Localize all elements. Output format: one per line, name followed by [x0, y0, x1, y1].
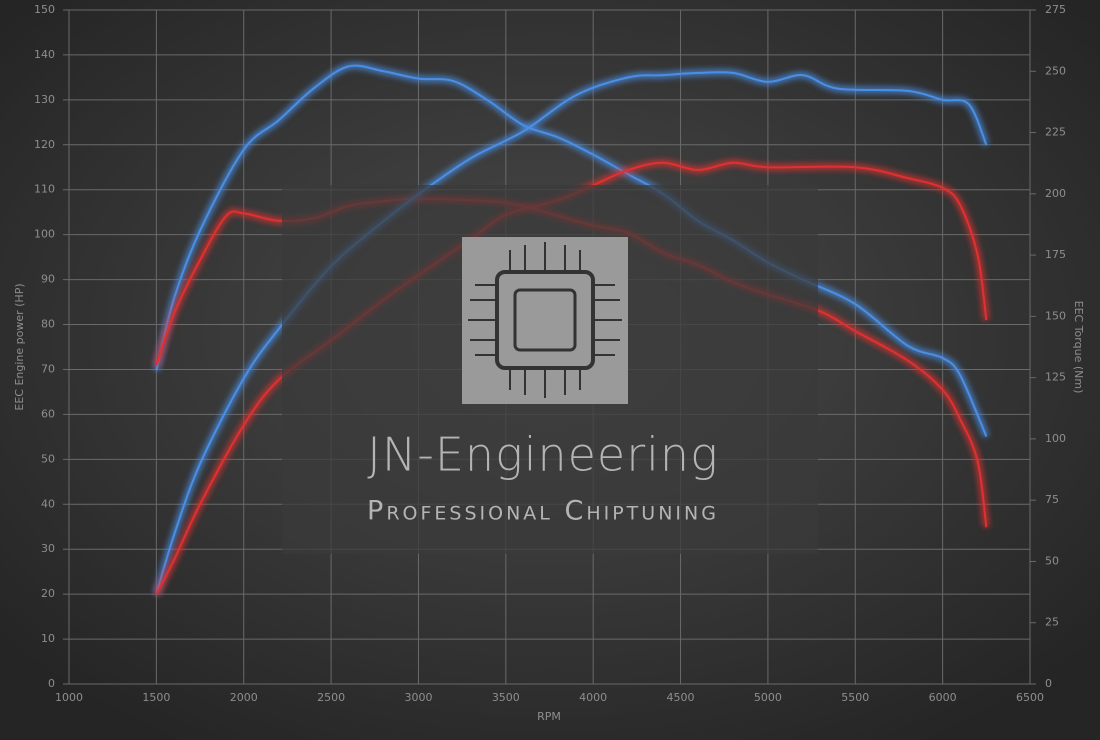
x-tick-label: 2500: [317, 691, 345, 704]
y-tick-label: 30: [41, 542, 55, 555]
y2-tick-label: 200: [1045, 187, 1066, 200]
y-tick-label: 140: [34, 48, 55, 61]
y2-tick-label: 125: [1045, 371, 1066, 384]
watermark-subtitle: Professional Chiptuning: [367, 496, 719, 527]
y2-tick-label: 175: [1045, 248, 1066, 261]
y2-tick-label: 50: [1045, 554, 1059, 567]
x-tick-label: 6000: [929, 691, 957, 704]
x-axis-label: RPM: [537, 710, 561, 723]
y-tick-label: 120: [34, 138, 55, 151]
chip-icon: [462, 237, 628, 404]
y2-tick-label: 250: [1045, 64, 1066, 77]
y-tick-label: 60: [41, 407, 55, 420]
y-tick-label: 0: [48, 677, 55, 690]
watermark: JN-Engineering Professional Chiptuning: [282, 185, 818, 554]
y2-tick-label: 100: [1045, 432, 1066, 445]
x-tick-label: 3500: [492, 691, 520, 704]
y2-tick-label: 150: [1045, 309, 1066, 322]
x-tick-label: 5500: [841, 691, 869, 704]
x-tick-label: 4000: [579, 691, 607, 704]
y-axis-label: EEC Engine power (HP): [13, 283, 26, 410]
chip-traces: [468, 242, 622, 398]
y-tick-label: 50: [41, 452, 55, 465]
y2-tick-label: 25: [1045, 616, 1059, 629]
y2-axis-label: EEC Torque (Nm): [1072, 301, 1085, 394]
y-tick-label: 130: [34, 93, 55, 106]
watermark-title: JN-Engineering: [367, 428, 718, 482]
x-tick-label: 1500: [142, 691, 170, 704]
y-tick-label: 150: [34, 3, 55, 16]
y2-tick-label: 0: [1045, 677, 1052, 690]
y-tick-label: 70: [41, 362, 55, 375]
y-tick-label: 110: [34, 183, 55, 196]
y-tick-label: 90: [41, 273, 55, 286]
y-tick-label: 20: [41, 587, 55, 600]
line: [155, 64, 988, 437]
x-tick-label: 2000: [230, 691, 258, 704]
y2-tick-label: 275: [1045, 3, 1066, 16]
x-tick-label: 5000: [754, 691, 782, 704]
y-tick-label: 10: [41, 632, 55, 645]
y-tick-label: 80: [41, 318, 55, 331]
x-tick-label: 6500: [1016, 691, 1044, 704]
y-tick-label: 40: [41, 497, 55, 510]
line: [155, 71, 988, 595]
y-tick-label: 100: [34, 228, 55, 241]
y2-tick-label: 75: [1045, 493, 1059, 506]
x-tick-label: 1000: [55, 691, 83, 704]
x-tick-label: 4500: [667, 691, 695, 704]
y2-tick-label: 225: [1045, 126, 1066, 139]
x-tick-label: 3000: [404, 691, 432, 704]
chip-core: [513, 288, 577, 352]
